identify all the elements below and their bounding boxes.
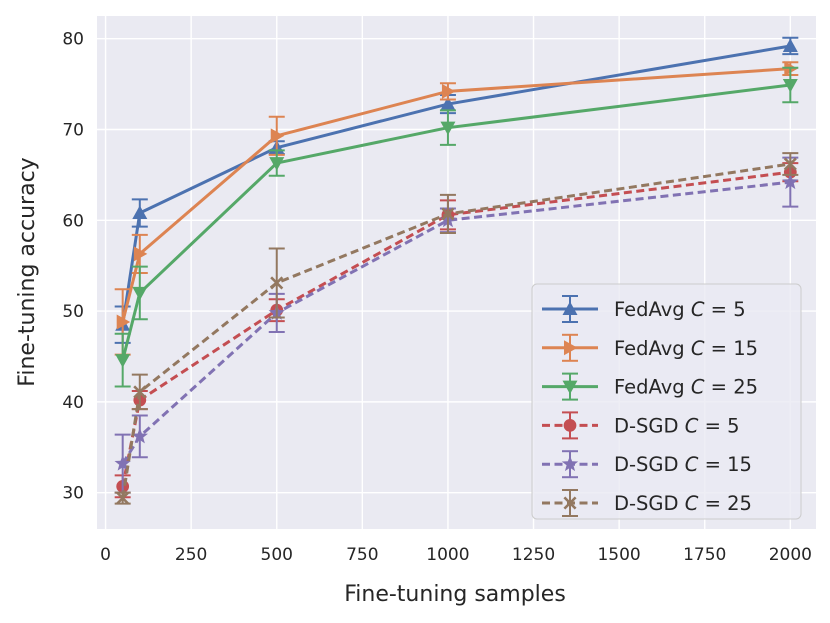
legend-frame [531, 283, 802, 520]
x-tick-label: 1250 [512, 545, 555, 565]
series-2 [114, 66, 799, 388]
legend-label: D-SGD C = 5 [614, 414, 740, 437]
legend-label-prefix: FedAvg [614, 298, 691, 321]
legend-label-value: = 25 [704, 376, 758, 399]
data-point [133, 385, 147, 399]
data-point [133, 246, 148, 262]
y-tick-labels: 30 40 50 60 70 80 [62, 30, 84, 504]
legend-label-var: C [685, 453, 699, 476]
legend-label: FedAvg C = 25 [614, 376, 758, 399]
legend-label-var: C [691, 298, 705, 321]
data-point [116, 314, 131, 330]
legend-label-prefix: D-SGD [614, 414, 685, 437]
data-point [782, 173, 799, 190]
legend-item: D-SGD C = 25 [542, 489, 752, 517]
legend-marker [562, 380, 578, 395]
legend-marker [561, 455, 579, 472]
y-axis-label: Fine-tuning accuracy [15, 157, 40, 386]
legend-label: D-SGD C = 25 [614, 492, 752, 515]
y-tick-label: 50 [62, 302, 84, 322]
legend-label-var: C [691, 376, 705, 399]
legend-marker [563, 496, 577, 510]
x-tick-label: 1500 [597, 545, 640, 565]
data-point [270, 128, 285, 144]
data-point [441, 207, 455, 221]
series-group [114, 36, 799, 505]
legend-label-prefix: FedAvg [614, 337, 691, 360]
x-tick-label: 1750 [683, 545, 726, 565]
y-tick-label: 60 [62, 211, 84, 231]
data-point [440, 96, 456, 111]
y-tick-label: 40 [62, 393, 84, 413]
legend-label-var: C [691, 337, 705, 360]
data-point [782, 38, 798, 52]
x-tick-label: 1000 [426, 545, 469, 565]
data-point [116, 491, 130, 505]
legend-label-value: = 15 [704, 337, 758, 360]
legend-label-prefix: D-SGD [614, 492, 685, 515]
legend-label: D-SGD C = 15 [614, 453, 752, 476]
series-5 [114, 152, 799, 505]
legend-marker [563, 419, 577, 432]
x-axis-label: Fine-tuning samples [344, 582, 566, 607]
legend-label-value: = 25 [698, 492, 752, 515]
x-tick-label: 500 [261, 545, 293, 565]
data-point [114, 455, 131, 471]
x-tick-label: 250 [175, 545, 207, 565]
x-tick-label: 2000 [769, 545, 812, 565]
data-point [441, 83, 456, 99]
legend-label: FedAvg C = 15 [614, 337, 758, 360]
y-tick-label: 70 [62, 120, 84, 140]
data-point [132, 286, 148, 301]
data-point [115, 354, 131, 368]
legend-label-var: C [685, 414, 699, 437]
x-tick-label: 750 [346, 545, 378, 565]
y-tick-label: 80 [62, 30, 84, 50]
y-tick-label: 30 [62, 484, 84, 504]
legend-label-value: = 15 [698, 453, 752, 476]
legend-item: D-SGD C = 15 [542, 450, 752, 479]
legend-label-var: C [685, 492, 699, 515]
x-tick-labels: 0 250 500 750 1000 1250 1500 1750 2000 [100, 545, 812, 565]
data-point [270, 276, 284, 290]
legend-item: D-SGD C = 5 [542, 411, 740, 440]
data-point [269, 157, 285, 171]
data-point [782, 79, 798, 93]
legend-label-prefix: FedAvg [614, 376, 691, 399]
legend-item: FedAvg C = 15 [542, 333, 758, 362]
legend-item: FedAvg C = 25 [542, 372, 758, 401]
legend-label-value: = 5 [704, 298, 745, 321]
data-point [440, 121, 456, 136]
legend-label-value: = 5 [698, 414, 739, 437]
data-point [132, 205, 148, 220]
data-point [783, 157, 797, 171]
data-point [131, 427, 148, 444]
legend-item: FedAvg C = 5 [542, 295, 746, 323]
legend-label-prefix: D-SGD [614, 453, 685, 476]
x-tick-label: 0 [100, 545, 111, 565]
legend-marker [564, 340, 578, 356]
legend-marker [562, 301, 578, 315]
legend-label: FedAvg C = 5 [614, 298, 746, 321]
